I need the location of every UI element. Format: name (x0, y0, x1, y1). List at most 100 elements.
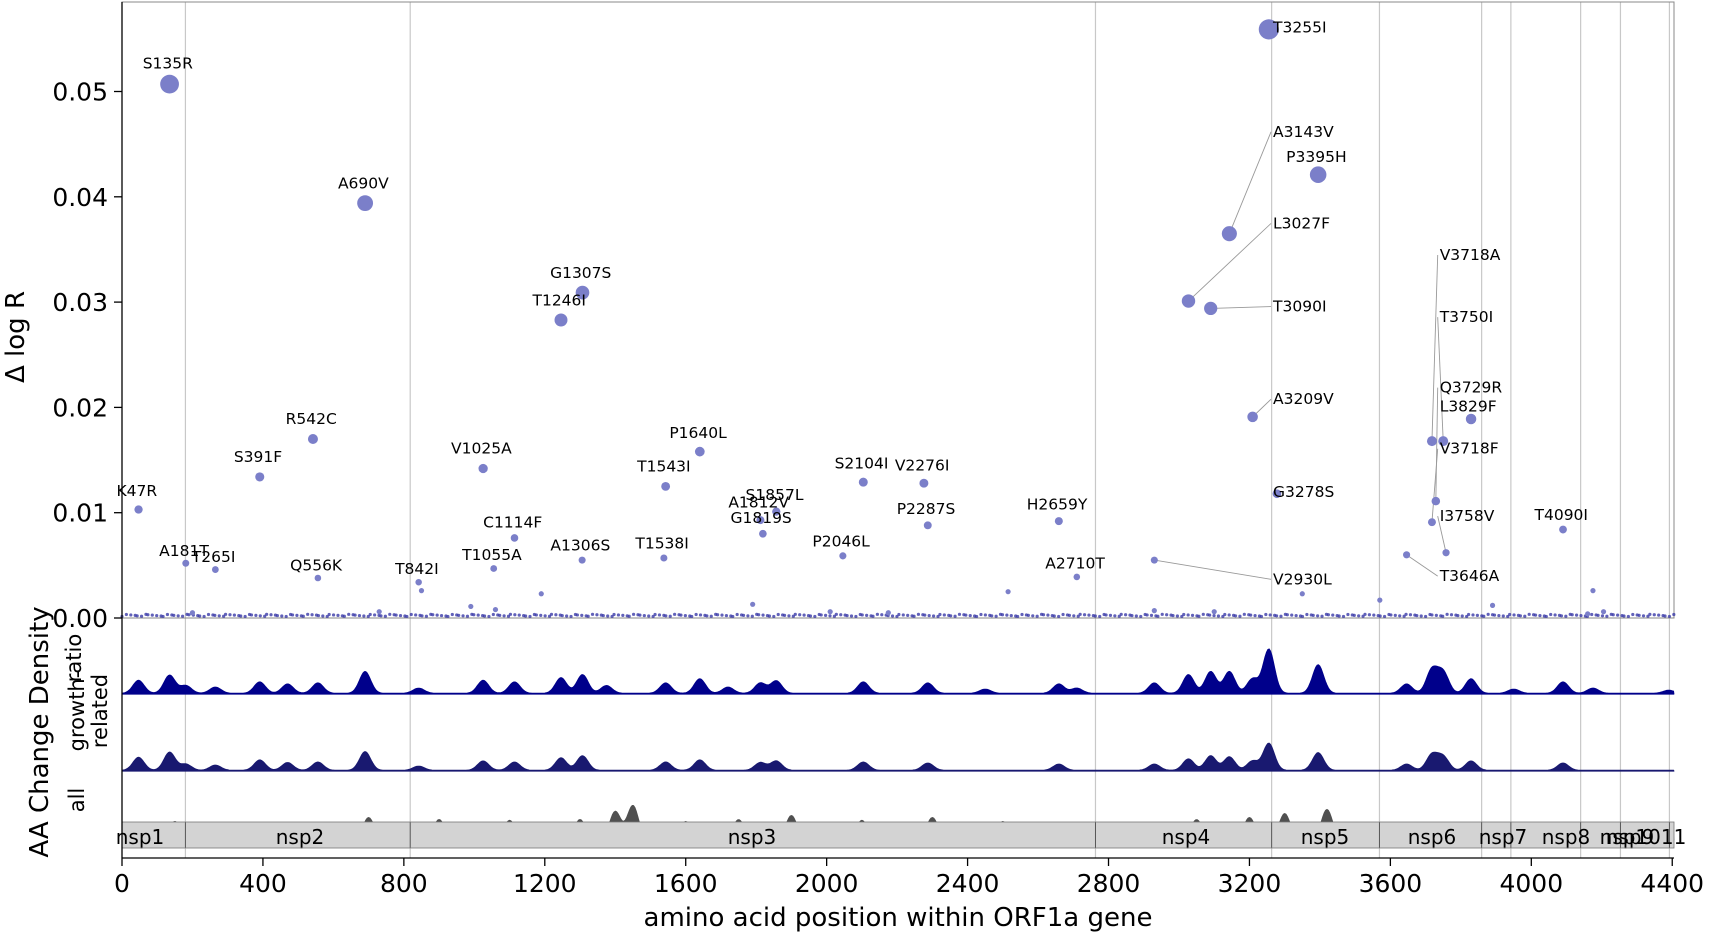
baseline-point (1404, 612, 1408, 616)
baseline-point (1113, 614, 1117, 618)
baseline-point (1574, 613, 1579, 617)
baseline-point (1641, 614, 1646, 618)
baseline-point (213, 613, 217, 617)
point-label: G1307S (550, 264, 611, 282)
segment-label: nsp5 (1301, 825, 1350, 849)
baseline-point (435, 613, 439, 617)
baseline-point (834, 612, 838, 616)
baseline-point (750, 614, 754, 618)
minor-point (1299, 591, 1305, 597)
data-point (661, 481, 671, 491)
baseline-point (1564, 614, 1568, 618)
x-tick-label: 4000 (1499, 869, 1563, 898)
baseline-point (1160, 612, 1164, 616)
segment-label: nsp9 (1606, 825, 1655, 849)
baseline-point (275, 613, 279, 618)
minor-point (1005, 589, 1011, 595)
baseline-point (368, 612, 372, 617)
baseline-point (802, 613, 806, 617)
x-tick-label: 4400 (1640, 869, 1704, 898)
data-point (1309, 166, 1327, 183)
baseline-point (457, 613, 461, 617)
minor-point (1377, 597, 1383, 603)
baseline-point (767, 614, 772, 618)
baseline-point (306, 612, 310, 616)
baseline-point (808, 614, 813, 618)
point-label: S135R (143, 54, 193, 72)
baseline-point (1456, 613, 1460, 618)
baseline-point (601, 613, 605, 618)
minor-point (468, 603, 474, 610)
baseline-point (931, 614, 936, 618)
baseline-point (974, 614, 979, 619)
baseline-point (923, 613, 927, 617)
baseline-point (1460, 614, 1464, 618)
baseline-point (528, 614, 532, 619)
segment-label: nsp3 (728, 825, 777, 849)
baseline-point (1190, 613, 1195, 617)
baseline-point (554, 613, 558, 617)
point-label: T1246I (531, 291, 586, 309)
data-point (510, 534, 519, 542)
baseline-point (1590, 612, 1594, 617)
baseline-point (1108, 613, 1113, 617)
baseline-point (1667, 614, 1672, 619)
baseline-point (705, 614, 709, 618)
baseline-point (968, 613, 972, 618)
baseline-point (1596, 613, 1600, 617)
baseline-point (327, 612, 331, 617)
baseline-point (362, 614, 366, 618)
baseline-point (1259, 614, 1264, 619)
baseline-point (1274, 614, 1279, 618)
baseline-point (819, 613, 823, 617)
point-label: T1543I (636, 458, 691, 476)
data-point (575, 285, 590, 300)
data-point (1204, 301, 1218, 316)
baseline-point (534, 613, 538, 617)
minor-point (418, 588, 425, 594)
baseline-point (146, 613, 150, 617)
baseline-point (1663, 614, 1667, 618)
baseline-point (342, 614, 346, 618)
point-label: R542C (286, 410, 337, 428)
baseline-point (476, 613, 480, 617)
baseline-point (398, 613, 403, 618)
baseline-point (1631, 612, 1635, 617)
baseline-point (1165, 613, 1169, 617)
point-label: A1812V (728, 493, 789, 511)
baseline-point (373, 613, 377, 617)
baseline-point (875, 612, 879, 616)
point-label: P1640L (669, 424, 727, 442)
point-label: S1857L (746, 486, 804, 504)
baseline-point (746, 614, 750, 618)
baseline-point (124, 612, 129, 617)
baseline-point (1508, 612, 1512, 617)
baseline-point (1041, 613, 1046, 617)
baseline-point (871, 614, 875, 618)
baseline-point (1078, 612, 1082, 616)
data-point (1426, 436, 1437, 447)
baseline-point (353, 613, 357, 617)
data-point (1442, 549, 1450, 557)
baseline-point (994, 614, 998, 618)
baseline-point (757, 613, 761, 617)
baseline-point (1559, 614, 1564, 618)
data-point (211, 566, 219, 573)
data-point (255, 472, 265, 482)
baseline-point (828, 614, 832, 618)
baseline-point (420, 614, 424, 618)
baseline-point (265, 612, 269, 616)
baseline-point (1579, 613, 1583, 618)
baseline-point (284, 614, 288, 619)
baseline-point (1171, 613, 1175, 618)
baseline-point (1212, 613, 1216, 618)
baseline-point (1415, 613, 1419, 618)
x-tick-label: 400 (239, 869, 287, 898)
baseline-point (1134, 614, 1138, 618)
baseline-point (731, 614, 735, 619)
baseline-point (798, 613, 802, 617)
data-point (554, 313, 568, 327)
baseline-point (664, 614, 668, 618)
leader-line (1154, 559, 1272, 580)
baseline-point (301, 614, 305, 618)
